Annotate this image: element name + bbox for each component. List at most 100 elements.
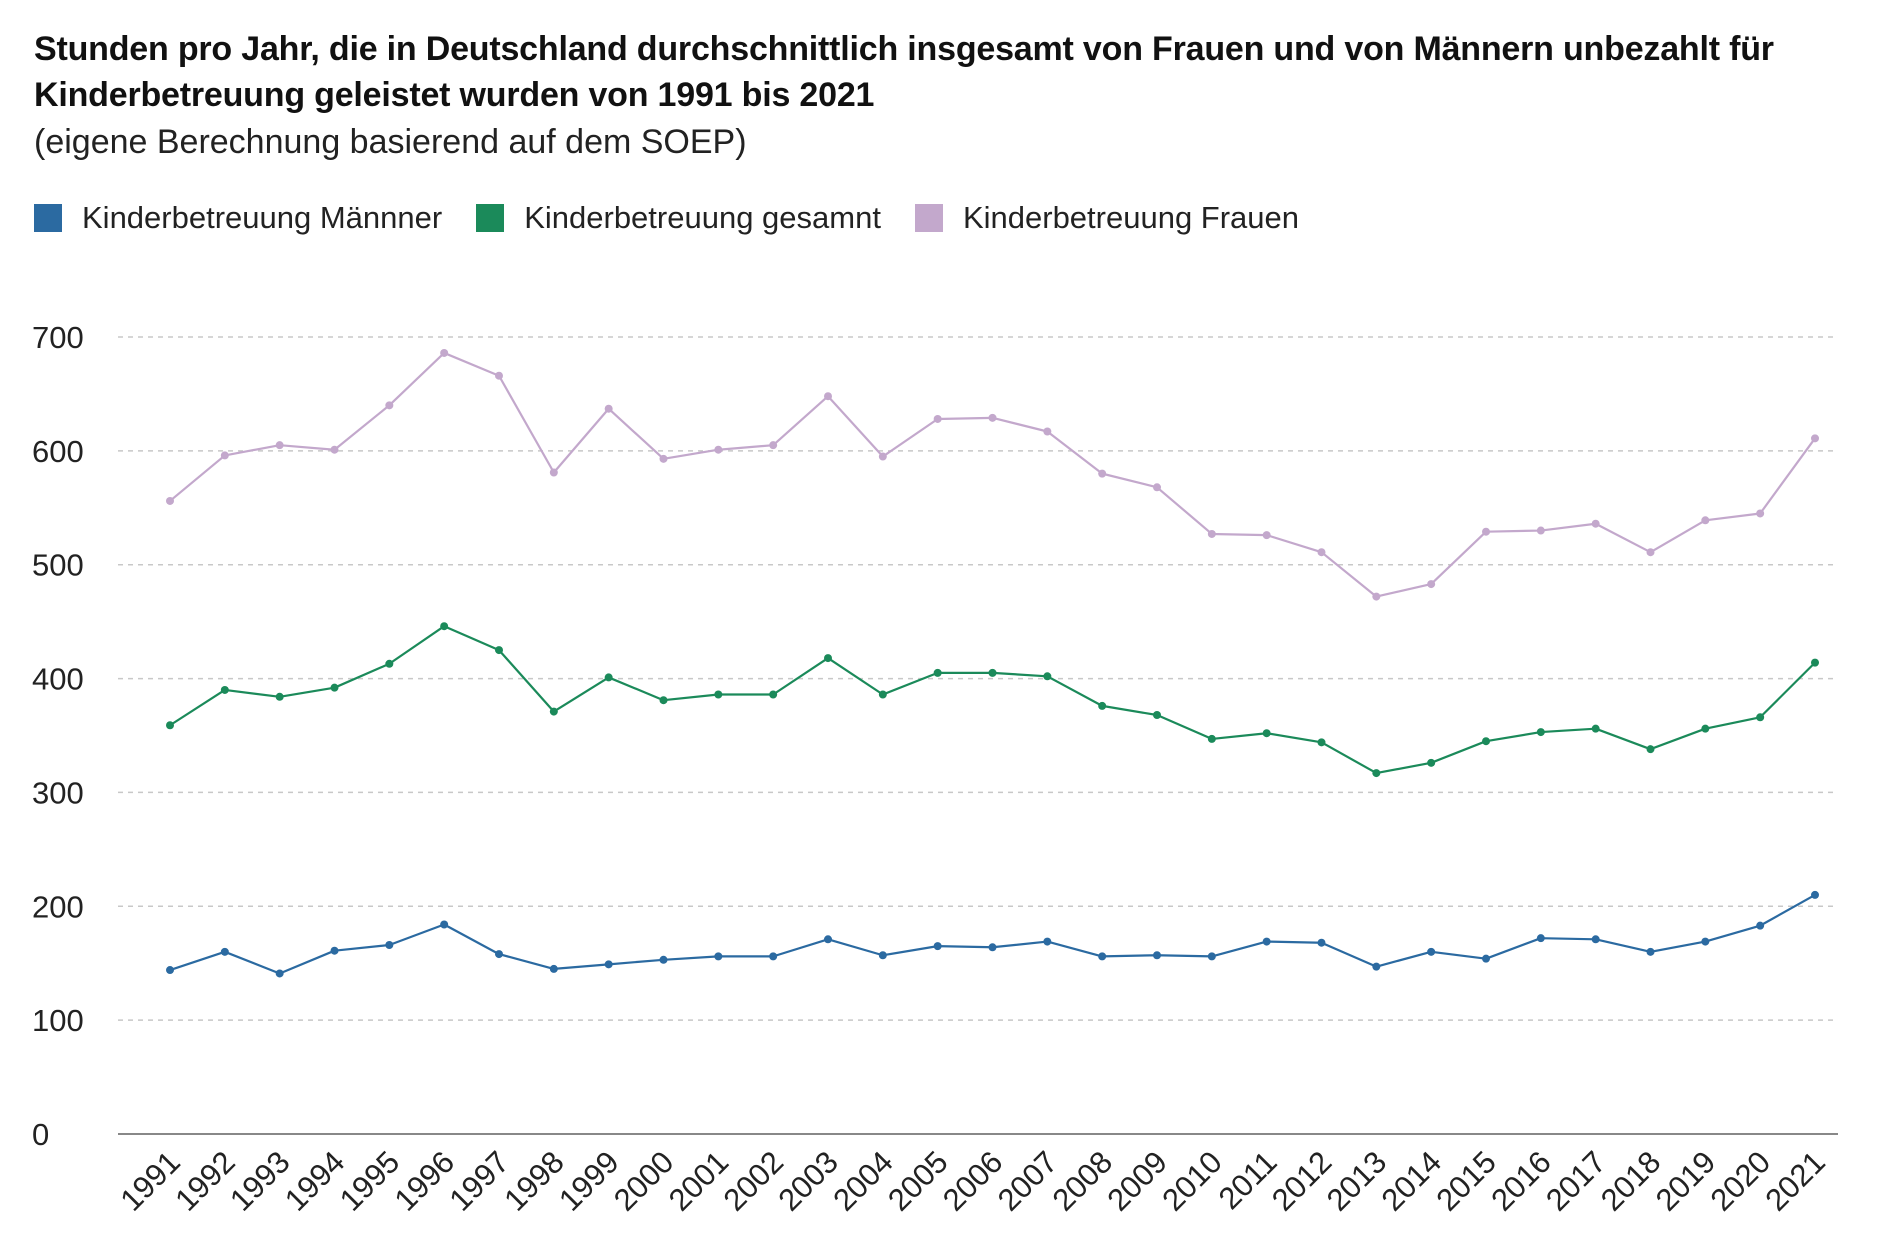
y-tick-label-0: 0 [32, 1117, 49, 1152]
legend-swatch-maenner [34, 204, 62, 232]
legend-item-gesamt: Kinderbetreuung gesamnt [476, 200, 881, 236]
data-point-gesamt-2006 [988, 668, 997, 677]
data-point-gesamt-2016 [1536, 728, 1545, 737]
data-point-frauen-2019 [1701, 516, 1710, 525]
y-tick-label-600: 600 [32, 434, 84, 469]
x-tick-label-2000: 2000 [607, 1144, 681, 1218]
data-point-frauen-2015 [1482, 527, 1490, 536]
data-point-frauen-1994 [330, 445, 339, 454]
data-point-maenner-2014 [1427, 947, 1436, 956]
x-tick-label-2017: 2017 [1539, 1144, 1613, 1218]
data-point-frauen-2016 [1536, 526, 1545, 535]
data-point-maenner-2012 [1317, 938, 1326, 947]
data-point-frauen-2006 [988, 413, 997, 422]
y-tick-label-400: 400 [32, 662, 84, 697]
data-point-frauen-1992 [220, 451, 229, 460]
chart-title: Stunden pro Jahr, die in Deutschland dur… [34, 30, 1774, 114]
data-point-gesamt-2005 [933, 668, 942, 677]
data-point-frauen-2008 [1098, 469, 1107, 478]
x-tick-label-2002: 2002 [717, 1144, 791, 1218]
data-point-frauen-2004 [878, 452, 887, 461]
data-point-maenner-1997 [495, 950, 503, 959]
data-point-gesamt-2000 [659, 696, 668, 705]
chart-subtitle: (eigene Berechnung basierend auf dem SOE… [34, 123, 747, 161]
x-tick-label-1997: 1997 [442, 1144, 516, 1218]
data-point-maenner-2018 [1646, 947, 1655, 956]
x-tick-label-2015: 2015 [1429, 1144, 1503, 1218]
data-point-maenner-1991 [166, 966, 174, 975]
x-tick-label-2009: 2009 [1100, 1144, 1174, 1218]
grid-lines [118, 336, 1838, 1021]
x-tick-label-2016: 2016 [1484, 1144, 1558, 1218]
x-tick-label-2013: 2013 [1320, 1144, 1394, 1218]
x-tick-label-2005: 2005 [881, 1144, 955, 1218]
data-point-frauen-1997 [495, 371, 503, 380]
data-point-maenner-1994 [330, 946, 339, 955]
data-point-gesamt-2017 [1591, 724, 1600, 733]
x-tick-label-1999: 1999 [552, 1144, 626, 1218]
legend-swatch-frauen [914, 204, 943, 232]
data-point-maenner-2008 [1098, 952, 1107, 961]
data-point-gesamt-2002 [769, 690, 778, 699]
data-point-gesamt-2015 [1482, 737, 1490, 746]
data-point-gesamt-1999 [604, 673, 613, 682]
data-point-maenner-2007 [1043, 937, 1052, 946]
data-point-frauen-2017 [1591, 519, 1600, 528]
y-tick-label-100: 100 [32, 1003, 84, 1038]
data-point-frauen-2011 [1262, 531, 1271, 540]
data-point-frauen-1999 [604, 404, 613, 413]
data-point-maenner-2015 [1482, 954, 1490, 963]
data-point-frauen-2020 [1756, 509, 1765, 518]
x-tick-label-2014: 2014 [1375, 1144, 1449, 1218]
x-tick-label-1991: 1991 [113, 1144, 187, 1218]
data-point-gesamt-2007 [1043, 672, 1052, 681]
data-point-gesamt-2011 [1262, 729, 1271, 738]
data-point-maenner-1995 [385, 940, 394, 949]
data-point-frauen-2005 [933, 414, 942, 423]
x-tick-label-2021: 2021 [1758, 1144, 1832, 1218]
data-point-frauen-2021 [1811, 434, 1819, 443]
data-point-gesamt-1997 [495, 646, 503, 655]
data-point-frauen-2012 [1317, 548, 1326, 557]
data-point-frauen-1991 [166, 496, 174, 505]
data-point-gesamt-2009 [1153, 711, 1161, 720]
data-point-frauen-2000 [659, 454, 668, 463]
data-point-maenner-2004 [878, 951, 887, 960]
data-point-gesamt-1998 [549, 707, 558, 716]
data-point-maenner-2011 [1262, 937, 1271, 946]
y-tick-label-700: 700 [32, 320, 84, 355]
data-point-gesamt-2010 [1207, 734, 1216, 743]
x-tick-label-1995: 1995 [333, 1144, 407, 1218]
data-point-gesamt-2004 [878, 690, 887, 699]
data-point-maenner-1993 [275, 969, 284, 978]
data-point-maenner-2020 [1756, 921, 1765, 930]
data-point-gesamt-2012 [1317, 738, 1326, 747]
x-tick-label-1996: 1996 [388, 1144, 462, 1218]
x-tick-label-2004: 2004 [826, 1144, 900, 1218]
x-tick-label-2018: 2018 [1594, 1144, 1668, 1218]
x-tick-label-2020: 2020 [1704, 1144, 1778, 1218]
x-axis: 1991199219931994199519961997199819992000… [113, 1133, 1838, 1218]
legend-label-frauen: Kinderbetreuung Frauen [962, 200, 1300, 235]
data-point-frauen-2003 [824, 392, 832, 401]
data-point-maenner-2021 [1811, 890, 1819, 899]
data-point-gesamt-2003 [824, 654, 832, 663]
data-point-maenner-2000 [659, 955, 668, 964]
data-point-gesamt-1995 [385, 659, 394, 668]
data-point-gesamt-2020 [1756, 713, 1765, 722]
data-point-maenner-2016 [1536, 934, 1545, 943]
data-point-maenner-2005 [933, 942, 942, 951]
data-point-gesamt-1991 [166, 721, 174, 730]
data-point-frauen-2009 [1153, 483, 1161, 492]
x-tick-label-2001: 2001 [662, 1144, 736, 1218]
data-point-frauen-2002 [769, 441, 778, 450]
data-point-frauen-1995 [385, 401, 394, 410]
data-point-gesamt-2008 [1098, 701, 1107, 710]
data-point-maenner-2010 [1207, 952, 1216, 961]
x-tick-label-1993: 1993 [223, 1144, 297, 1218]
data-point-frauen-1998 [549, 468, 558, 477]
legend-item-frauen: Kinderbetreuung Frauen [914, 200, 1300, 236]
data-point-frauen-2013 [1372, 592, 1381, 601]
data-point-maenner-1998 [549, 964, 558, 973]
